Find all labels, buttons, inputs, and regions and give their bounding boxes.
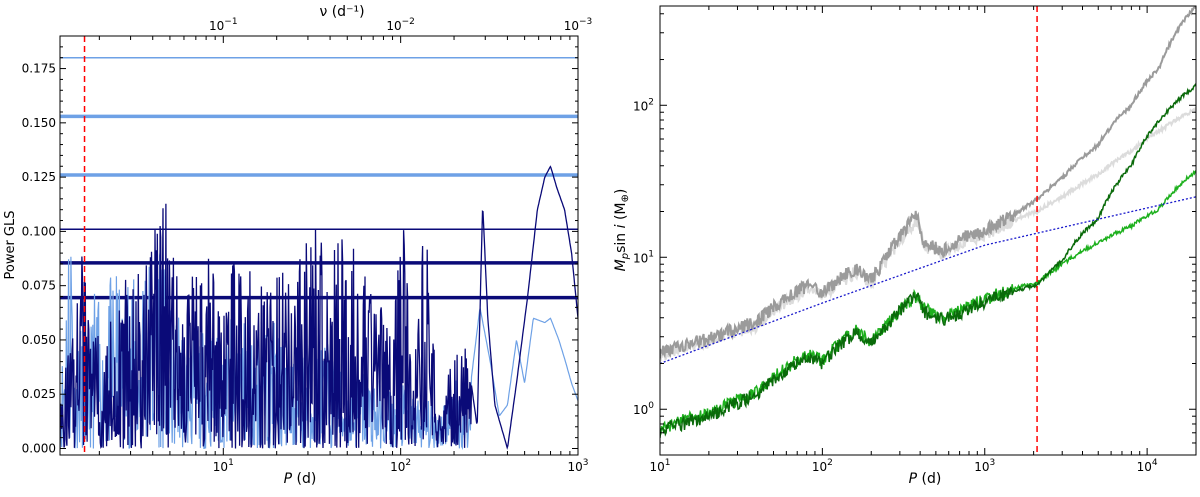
y-tick-label: 0.100 (22, 224, 56, 238)
plot-frame (59, 35, 579, 456)
mass-limit-series (660, 6, 1196, 438)
top-tick-label: 10−3 (564, 17, 593, 33)
axis-ticks: 0.000 0.025 0.050 0.075 0.100 0.125 0.150 0.175… (22, 17, 593, 474)
y-tick-label: 0.175 (22, 62, 56, 76)
threshold-lines (60, 56, 578, 300)
y-tick-label: 0.000 (22, 441, 56, 455)
y-tick-label: 0.025 (22, 387, 56, 401)
x-tick-label: 101 (213, 458, 234, 474)
top-tick-label: 10−2 (386, 17, 415, 33)
y-axis-label: Power GLS (3, 210, 18, 279)
y-tick-label: 0.050 (22, 333, 56, 347)
periodogram-series (60, 165, 578, 450)
x-tick-label: 102 (390, 458, 411, 474)
light-green-series-line (660, 169, 1196, 436)
y-tick-label: 0.075 (22, 279, 56, 293)
gray-series-line (660, 6, 1196, 359)
x-axis-label: P (d) (909, 471, 942, 487)
x-axis-label: P (d) (284, 471, 317, 487)
top-tick-label: 10−1 (209, 17, 238, 33)
y-tick-label: 0.150 (22, 116, 56, 130)
dark-series-line (60, 165, 578, 450)
dark-green-series-line (660, 83, 1196, 438)
light-gray-series-line (660, 106, 1196, 362)
plot-frame (659, 5, 1197, 456)
axis-ticks: 101 102 103 104 100 101 102 (633, 6, 1197, 474)
x-tick-label: 102 (812, 458, 833, 474)
trend-dotted-line (660, 196, 1196, 365)
x-tick-label: 104 (1137, 458, 1158, 474)
x-tick-label: 101 (649, 458, 670, 474)
y-tick-label: 102 (633, 97, 654, 113)
left-panel: 0.000 0.025 0.050 0.075 0.100 0.125 0.150 0.175… (3, 4, 592, 487)
y-tick-label: 100 (633, 401, 654, 417)
right-panel: 101 102 103 104 100 101 102 Mpsin i (M⊕) P (d) (613, 5, 1197, 487)
y-axis-label: Mpsin i (M⊕) (613, 189, 631, 272)
y-tick-label: 101 (633, 249, 654, 265)
top-axis-label: ν (d⁻¹) (319, 4, 364, 20)
x-tick-label: 103 (974, 458, 995, 474)
y-tick-label: 0.125 (22, 170, 56, 184)
x-tick-label: 103 (567, 458, 588, 474)
